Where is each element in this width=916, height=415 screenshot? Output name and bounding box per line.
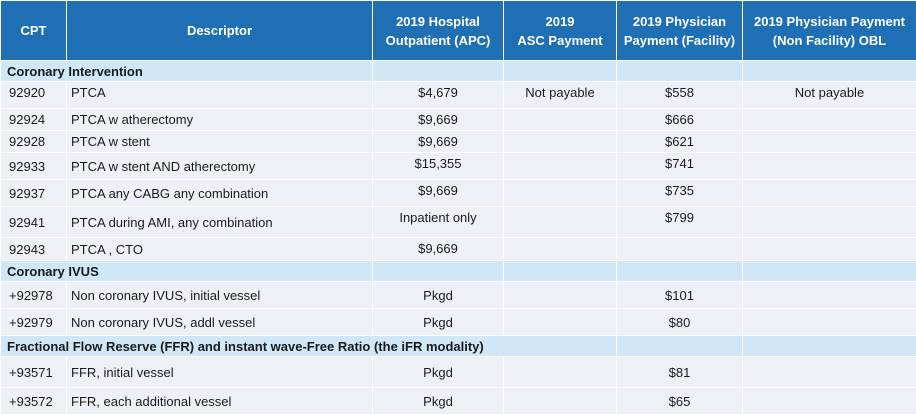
asc-value [503, 387, 617, 415]
apc-value: Pkgd [372, 281, 504, 309]
table-row: +92979 Non coronary IVUS, addl vessel Pk… [0, 308, 916, 336]
physician-obl-value [742, 152, 916, 180]
descriptor: PTCA [66, 81, 373, 109]
physician-obl-value: Not payable [742, 81, 916, 109]
physician-facility-value: $558 [616, 81, 743, 109]
table-row: 92920 PTCA $4,679 Not payable $558 Not p… [0, 81, 916, 109]
table-row: 92928 PTCA w stent $9,669 $621 [0, 130, 916, 153]
cpt-code: 92924 [0, 108, 67, 131]
asc-value: Not payable [503, 81, 617, 109]
descriptor: Non coronary IVUS, initial vessel [66, 281, 373, 309]
asc-value [503, 356, 617, 388]
physician-facility-value: $621 [616, 130, 743, 153]
apc-value: Pkgd [372, 308, 504, 336]
apc-value: Inpatient only [372, 206, 504, 238]
table-row: 92943 PTCA , CTO $9,669 [0, 237, 916, 261]
section-row-coronary-intervention: Coronary Intervention [0, 60, 916, 82]
descriptor: FFR, each additional vessel [66, 387, 373, 415]
asc-value [503, 130, 617, 153]
physician-facility-value: $65 [616, 387, 743, 415]
descriptor: PTCA any CABG any combination [66, 179, 373, 207]
table-row: +93572 FFR, each additional vessel Pkgd … [0, 387, 916, 415]
physician-facility-value: $735 [616, 179, 743, 207]
table-row: 92924 PTCA w atherectomy $9,669 $666 [0, 108, 916, 131]
physician-facility-value: $799 [616, 206, 743, 238]
asc-value [503, 308, 617, 336]
apc-value: $9,669 [372, 130, 504, 153]
apc-value: $9,669 [372, 179, 504, 207]
table-row: 92937 PTCA any CABG any combination $9,6… [0, 179, 916, 207]
physician-facility-value: $101 [616, 281, 743, 309]
table-row: +92978 Non coronary IVUS, initial vessel… [0, 281, 916, 309]
section-row-ffr: Fractional Flow Reserve (FFR) and instan… [0, 335, 916, 357]
apc-value: $15,355 [372, 152, 504, 180]
physician-facility-value: $80 [616, 308, 743, 336]
cpt-code: 92920 [0, 81, 67, 109]
apc-value: $9,669 [372, 108, 504, 131]
asc-value [503, 179, 617, 207]
asc-value [503, 152, 617, 180]
apc-value: $4,679 [372, 81, 504, 109]
asc-value [503, 108, 617, 131]
header-row: CPT Descriptor 2019 Hospital Outpatient (… [0, 0, 916, 61]
cpt-code: 92943 [0, 237, 67, 261]
header-cpt: CPT [0, 0, 67, 61]
header-asc: 2019 ASC Payment [503, 0, 617, 61]
physician-facility-value: $666 [616, 108, 743, 131]
physician-facility-value [616, 237, 743, 261]
asc-value [503, 206, 617, 238]
table-row: +93571 FFR, initial vessel Pkgd $81 [0, 356, 916, 388]
section-row-coronary-ivus: Coronary IVUS [0, 260, 916, 282]
cpt-code: 92933 [0, 152, 67, 180]
descriptor: PTCA w stent [66, 130, 373, 153]
cpt-code: 92928 [0, 130, 67, 153]
physician-facility-value: $741 [616, 152, 743, 180]
physician-obl-value [742, 308, 916, 336]
asc-value [503, 281, 617, 309]
header-apc: 2019 Hospital Outpatient (APC) [372, 0, 504, 61]
physician-obl-value [742, 237, 916, 261]
header-physician-facility: 2019 Physician Payment (Facility) [616, 0, 743, 61]
cpt-code: 92937 [0, 179, 67, 207]
physician-obl-value [742, 108, 916, 131]
cpt-code: +93571 [0, 356, 67, 388]
cpt-code: 92941 [0, 206, 67, 238]
header-descriptor: Descriptor [66, 0, 373, 61]
cpt-code: +92979 [0, 308, 67, 336]
cpt-code: +93572 [0, 387, 67, 415]
descriptor: PTCA w atherectomy [66, 108, 373, 131]
cpt-code: +92978 [0, 281, 67, 309]
apc-value: Pkgd [372, 356, 504, 388]
apc-value: $9,669 [372, 237, 504, 261]
descriptor: PTCA during AMI, any combination [66, 206, 373, 238]
descriptor: PTCA w stent AND atherectomy [66, 152, 373, 180]
physician-obl-value [742, 179, 916, 207]
asc-value [503, 237, 617, 261]
table-row: 92933 PTCA w stent AND atherectomy $15,3… [0, 152, 916, 180]
section-title: Fractional Flow Reserve (FFR) and instan… [0, 335, 617, 357]
descriptor: FFR, initial vessel [66, 356, 373, 388]
section-title: Coronary IVUS [0, 260, 373, 282]
physician-obl-value [742, 130, 916, 153]
table-row: 92941 PTCA during AMI, any combination I… [0, 206, 916, 238]
section-title: Coronary Intervention [0, 60, 373, 82]
descriptor: PTCA , CTO [66, 237, 373, 261]
physician-facility-value: $81 [616, 356, 743, 388]
header-physician-obl: 2019 Physician Payment (Non Facility) OBL [742, 0, 916, 61]
physician-obl-value [742, 206, 916, 238]
physician-obl-value [742, 387, 916, 415]
apc-value: Pkgd [372, 387, 504, 415]
physician-obl-value [742, 281, 916, 309]
physician-obl-value [742, 356, 916, 388]
descriptor: Non coronary IVUS, addl vessel [66, 308, 373, 336]
